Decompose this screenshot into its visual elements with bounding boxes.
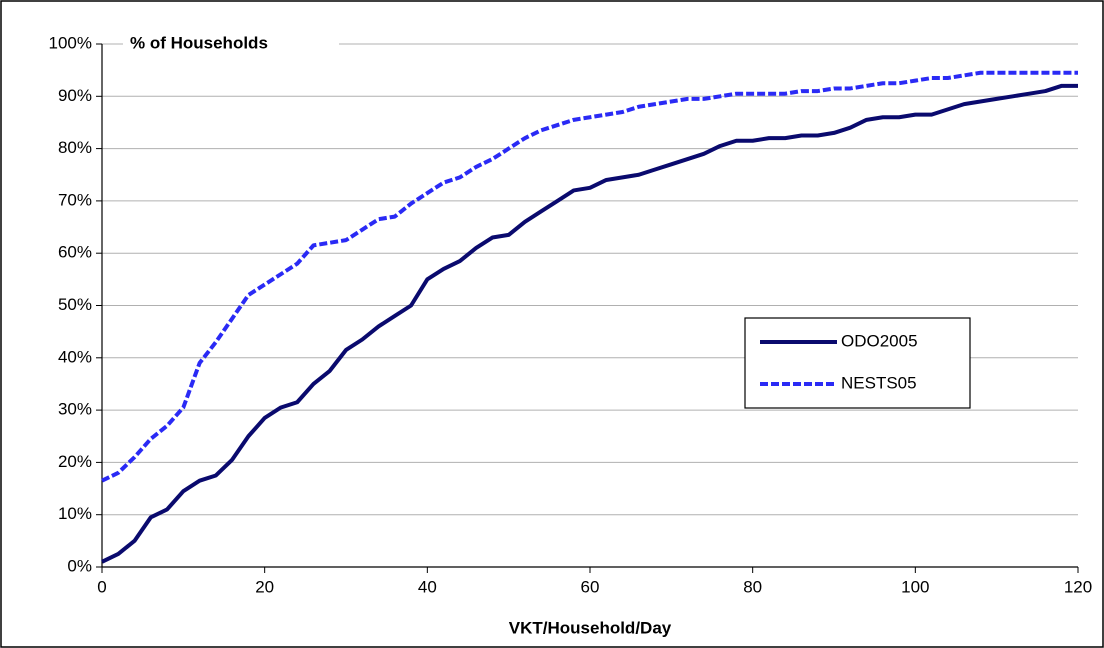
x-tick-label: 80: [743, 577, 762, 596]
y-tick-label: 20%: [58, 452, 92, 471]
x-tick-label: 20: [255, 577, 274, 596]
y-tick-label: 70%: [58, 190, 92, 209]
y-axis-label: % of Households: [130, 33, 268, 52]
y-tick-label: 0%: [67, 556, 92, 575]
x-tick-label: 100: [901, 577, 929, 596]
series-line: [101, 83, 1078, 564]
series-line: [101, 70, 1078, 483]
y-tick-label: 50%: [58, 295, 92, 314]
y-tick-label: 80%: [58, 138, 92, 157]
y-tick-label: 30%: [58, 400, 92, 419]
legend-label: ODO2005: [841, 331, 918, 350]
y-tick-label: 40%: [58, 347, 92, 366]
x-tick-label: 40: [418, 577, 437, 596]
x-tick-label: 120: [1064, 577, 1092, 596]
legend-box: [744, 317, 971, 409]
legend-label: NESTS05: [841, 373, 917, 392]
x-tick-label: 0: [97, 577, 106, 596]
y-tick-label: 60%: [58, 243, 92, 262]
y-tick-label: 10%: [58, 504, 92, 523]
legend: ODO2005 NESTS05: [744, 317, 971, 409]
y-label-bg: [123, 32, 339, 56]
y-tick-label: 90%: [58, 86, 92, 105]
y-tick-label: 100%: [49, 33, 92, 52]
x-tick-label: 60: [581, 577, 600, 596]
x-axis-label: VKT/Household/Day: [509, 618, 672, 637]
